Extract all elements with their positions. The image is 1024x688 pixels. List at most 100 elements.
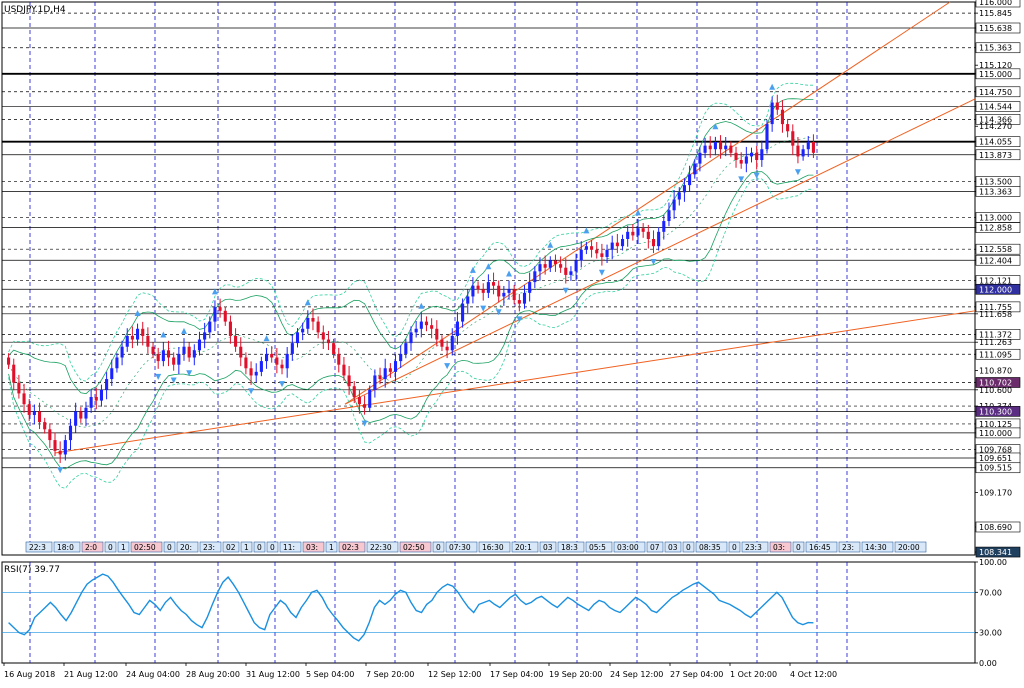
time-strip-cell: 03 xyxy=(664,541,682,553)
candle-body xyxy=(17,382,21,394)
candle xyxy=(729,141,733,158)
rsi-panel xyxy=(2,573,975,642)
time-strip-box xyxy=(279,541,302,553)
fractal-down-arrow xyxy=(480,305,487,312)
candle xyxy=(275,348,279,374)
rsi-tick: 100.00 xyxy=(975,558,1007,567)
candle-body xyxy=(136,328,140,340)
candle-body xyxy=(161,350,165,362)
candle-body xyxy=(765,124,769,150)
candle xyxy=(590,240,594,258)
time-strip-text: 18:0 xyxy=(57,543,74,552)
band-upper-outer xyxy=(8,82,814,382)
fractal-down-arrow xyxy=(57,467,64,474)
candle-body xyxy=(383,368,387,380)
candle-body xyxy=(600,253,604,257)
price-tag-label: 112.121 xyxy=(979,277,1012,286)
fractal-down-arrow xyxy=(248,388,255,395)
candle xyxy=(641,223,645,238)
candle xyxy=(378,367,382,385)
time-strip-cell: 0 xyxy=(163,541,176,553)
candle-body xyxy=(74,411,78,426)
fractal-down-arrow xyxy=(598,269,605,276)
candle xyxy=(208,316,212,339)
candle-body xyxy=(590,246,594,250)
candle-body xyxy=(48,429,52,441)
candle xyxy=(615,233,619,254)
candle xyxy=(538,257,542,281)
candle xyxy=(419,312,423,338)
time-strip-text: 0 xyxy=(732,543,737,552)
candle-body xyxy=(22,393,26,405)
candle-body xyxy=(677,192,681,200)
time-axis-label: 24 Sep 12:00 xyxy=(610,670,663,679)
price-tag-label: 109.515 xyxy=(979,464,1012,473)
trend-line xyxy=(344,98,976,405)
candle-body xyxy=(337,353,341,365)
candle-body xyxy=(63,440,67,455)
candle-body xyxy=(724,145,728,150)
fractal-up-arrow xyxy=(304,299,311,306)
price-axis-label: 110.870 xyxy=(979,366,1012,375)
time-strip-text: 22:3 xyxy=(29,543,46,552)
candle xyxy=(27,399,31,421)
candle xyxy=(105,372,109,400)
candle-body xyxy=(27,404,31,415)
candle-body xyxy=(615,242,619,247)
fractal-up-arrow xyxy=(547,241,554,248)
time-strip-text: 11: xyxy=(283,543,295,552)
fractal-up-arrow xyxy=(506,270,513,277)
candle xyxy=(512,284,516,305)
candle xyxy=(239,337,243,367)
time-strip-text: 16:30 xyxy=(482,543,504,552)
price-tick: 115.120 xyxy=(975,61,1012,70)
candle-body xyxy=(770,102,774,125)
candle xyxy=(662,215,666,240)
price-tag-label: 114.750 xyxy=(979,88,1012,97)
time-strip-box xyxy=(769,541,792,553)
price-tag-box xyxy=(975,406,1021,417)
time-strip-cell: 1 xyxy=(325,541,338,553)
candle xyxy=(110,359,114,386)
candle xyxy=(651,230,656,254)
time-strip-box xyxy=(539,541,557,553)
price-tag-box xyxy=(975,186,1021,197)
candle xyxy=(476,281,480,294)
time-strip-cell: 11: xyxy=(279,541,302,553)
price-tick: 109.515 xyxy=(975,462,1021,474)
rsi-tick: 70.00 xyxy=(975,588,1002,597)
fractal-down-arrow xyxy=(495,309,502,316)
time-strip-cell: 16:45 xyxy=(805,541,838,553)
candle-body xyxy=(388,368,392,372)
price-tick: 110.702 xyxy=(975,377,1021,388)
time-strip-box xyxy=(838,541,861,553)
price-tag-box xyxy=(975,329,1021,340)
candle-body xyxy=(424,321,429,326)
candle xyxy=(775,94,779,115)
candle xyxy=(646,224,650,249)
time-strip-cell: 1 xyxy=(240,541,253,553)
candle xyxy=(481,283,485,301)
candle xyxy=(698,146,702,172)
candle xyxy=(440,335,444,352)
time-strip-cell: 0 xyxy=(104,541,117,553)
candle-body xyxy=(528,282,532,293)
candle xyxy=(295,328,300,348)
candle-body xyxy=(811,142,815,153)
price-tag-box xyxy=(975,462,1021,474)
candle xyxy=(682,178,686,202)
price-pane-frame xyxy=(1,1,976,556)
time-tick: 1 Oct 20:00 xyxy=(729,663,777,679)
candle xyxy=(48,423,52,448)
candle-body xyxy=(151,346,155,354)
candle xyxy=(471,277,475,304)
price-tag-label: 112.558 xyxy=(979,245,1012,254)
time-strip-cell: 07 xyxy=(646,541,664,553)
rsi-tick: 30.00 xyxy=(975,629,1002,638)
time-strip-text: 23:3 xyxy=(745,543,762,552)
candle-body xyxy=(110,368,114,380)
price-tag-label: 110.702 xyxy=(979,378,1012,387)
candle xyxy=(466,289,470,314)
candle-body xyxy=(548,260,552,268)
